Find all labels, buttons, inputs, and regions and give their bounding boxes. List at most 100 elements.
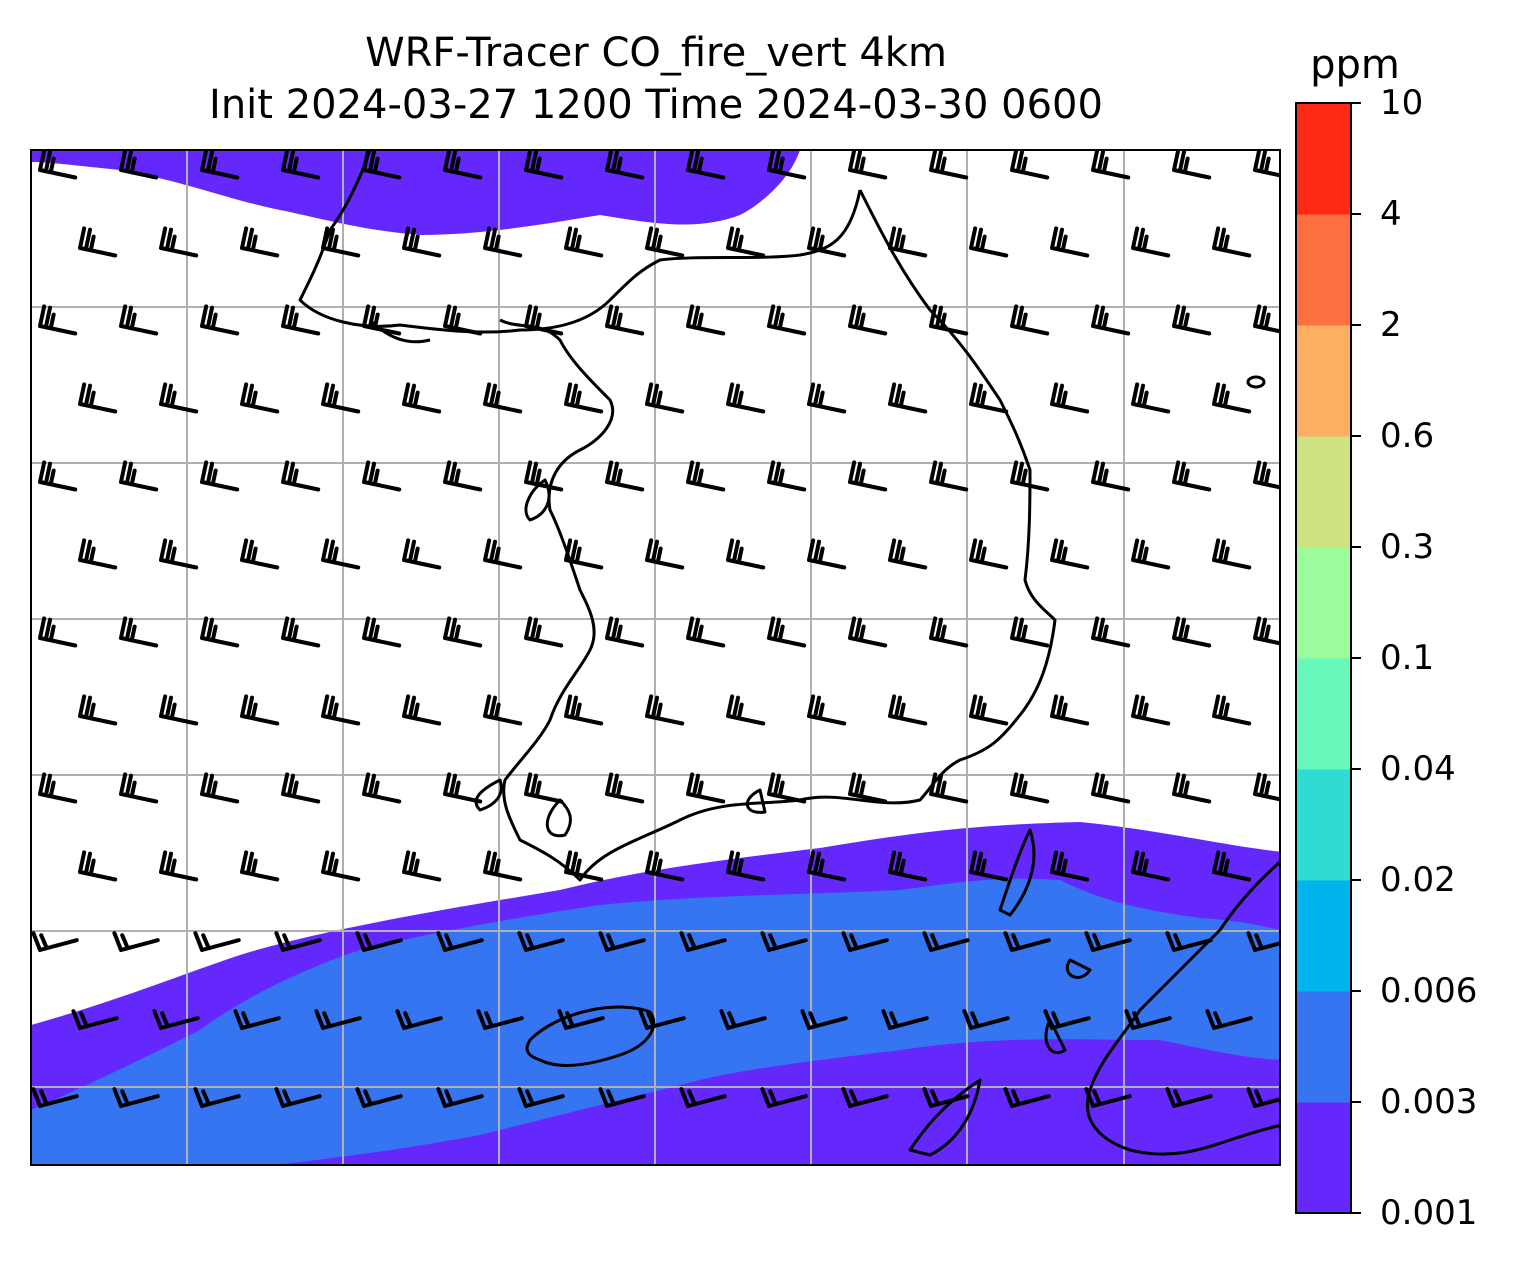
wind-barb [1131,382,1171,414]
wind-barb [1050,382,1090,414]
wind-barb [78,382,118,414]
wind-barb [726,850,766,882]
colorbar-tick-label: 0.04 [1380,749,1456,789]
wind-barb [78,226,118,258]
wind-barb [443,460,483,492]
wind-barb [436,1087,484,1108]
colorbar-swatch [1296,991,1351,1103]
wind-barb [645,382,685,414]
wind-barb [159,226,199,258]
wind-barb [240,850,280,882]
wind-barb [1253,460,1280,492]
wind-barb [1091,460,1131,492]
wind-barb [1212,382,1252,414]
colorbar-tick-label: 10 [1380,83,1424,123]
wind-barb [686,460,726,492]
wind-barb [598,1087,646,1108]
wind-barb [78,538,118,570]
wind-barb [686,304,726,336]
wind-barb [443,772,483,804]
wind-barb [557,1009,605,1030]
colorbar-swatch [1296,769,1351,881]
colorbar-tick-label: 0.003 [1380,1082,1478,1122]
wind-barb [524,460,564,492]
colorbar-swatch [1296,214,1351,326]
colorbar-tick-label: 0.1 [1380,638,1435,678]
wind-barb [1172,616,1212,648]
wind-barb [848,460,888,492]
wind-barb [767,460,807,492]
wind-barb [1165,1087,1213,1108]
wind-barb [402,226,442,258]
wind-barb [645,538,685,570]
wind-barb [605,772,645,804]
wind-barb [159,382,199,414]
wind-barbs [31,150,1280,1108]
wind-barb [679,931,727,952]
wind-barb [362,772,402,804]
wind-barb [760,1087,808,1108]
wind-barb [598,931,646,952]
wind-barb [476,1009,524,1030]
wind-barb [483,850,523,882]
colorbar-swatch [1296,880,1351,992]
wind-barb [726,226,766,258]
colorbar-tick-label: 4 [1380,194,1402,234]
wind-barb [1131,226,1171,258]
wind-barb [1131,850,1171,882]
colorbar-tick-label: 0.001 [1380,1193,1478,1233]
wind-barb [1212,694,1252,726]
graticule [31,150,1280,1165]
wind-barb [800,1009,848,1030]
wind-barb [1253,150,1280,180]
wind-barb [200,460,240,492]
wind-barb [1050,694,1090,726]
wind-barb [321,850,361,882]
wind-barb [1010,304,1050,336]
wind-barb [807,226,847,258]
wind-barb [888,226,928,258]
wind-barb [1131,538,1171,570]
wind-barb [929,304,969,336]
wind-barb [233,1009,281,1030]
wind-barb [281,150,321,180]
wind-barb [1010,150,1050,180]
wind-barb [1050,850,1090,882]
wind-barb [38,616,78,648]
wind-barb [1205,1009,1253,1030]
colorbar-tick-label: 0.02 [1380,860,1456,900]
wind-barb [1212,538,1252,570]
wind-barb [841,1087,889,1108]
wind-barb [200,616,240,648]
wind-barb [1091,772,1131,804]
wind-barb [483,538,523,570]
wind-barb [888,694,928,726]
wind-barb [807,850,847,882]
wind-barb [119,150,159,180]
wind-barb [38,150,78,180]
wind-barb [962,1009,1010,1030]
wind-barb [281,304,321,336]
colorbar-swatch [1296,103,1351,215]
wind-barb [767,150,807,180]
wind-barb [483,694,523,726]
wind-barb [1172,772,1212,804]
colorbar-swatch [1296,658,1351,770]
wind-barb [807,382,847,414]
wind-barb [679,1087,727,1108]
wind-barb [395,1009,443,1030]
wind-barb [281,616,321,648]
wind-barb [929,460,969,492]
wind-barb [193,1087,241,1108]
wind-barb [112,1087,160,1108]
wind-barb [564,694,604,726]
wind-barb [929,150,969,180]
wind-barb [355,931,403,952]
wind-barb [686,772,726,804]
wind-barb [281,772,321,804]
wind-barb [1212,850,1252,882]
wind-barb [355,1087,403,1108]
colorbar-unit: ppm [1310,42,1400,88]
wind-barb [1124,1009,1172,1030]
wind-barb [78,694,118,726]
